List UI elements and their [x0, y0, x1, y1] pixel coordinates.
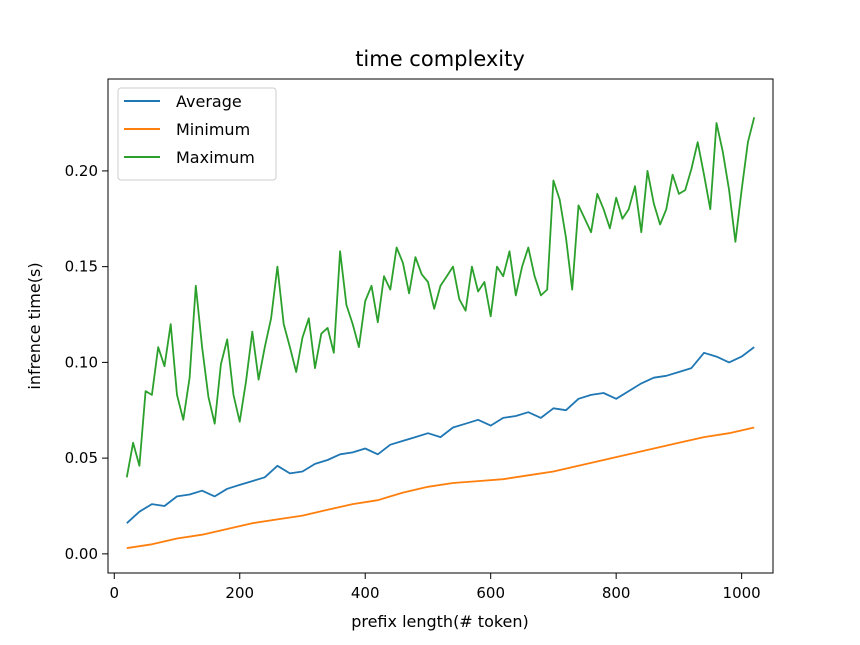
x-tick-label: 1000	[723, 584, 761, 602]
x-tick-label: 400	[351, 584, 380, 602]
x-axis-ticks: 0 200 400 600 800 1000	[110, 573, 761, 602]
y-axis-ticks: 0.00 0.05 0.10 0.15 0.20	[65, 162, 108, 563]
x-tick-label: 800	[602, 584, 631, 602]
series-line-average	[126, 346, 755, 524]
legend-label-maximum: Maximum	[176, 148, 255, 167]
y-tick-label: 0.05	[65, 449, 98, 467]
y-tick-label: 0.15	[65, 258, 98, 276]
series-layer	[125, 117, 756, 549]
legend-label-average: Average	[176, 92, 242, 111]
y-tick-label: 0.10	[65, 353, 98, 371]
y-tick-label: 0.20	[65, 162, 98, 180]
x-axis-label: prefix length(# token)	[351, 612, 529, 631]
y-tick-label: 0.00	[65, 545, 98, 563]
series-line-minimum	[126, 426, 755, 549]
chart-title: time complexity	[355, 47, 525, 71]
legend: Average Minimum Maximum	[117, 87, 277, 181]
x-tick-label: 0	[110, 584, 120, 602]
y-axis-label: infrence time(s)	[25, 262, 44, 389]
x-tick-label: 600	[476, 584, 505, 602]
series-line-maximum	[125, 117, 756, 478]
legend-label-minimum: Minimum	[176, 120, 250, 139]
x-tick-label: 200	[225, 584, 254, 602]
